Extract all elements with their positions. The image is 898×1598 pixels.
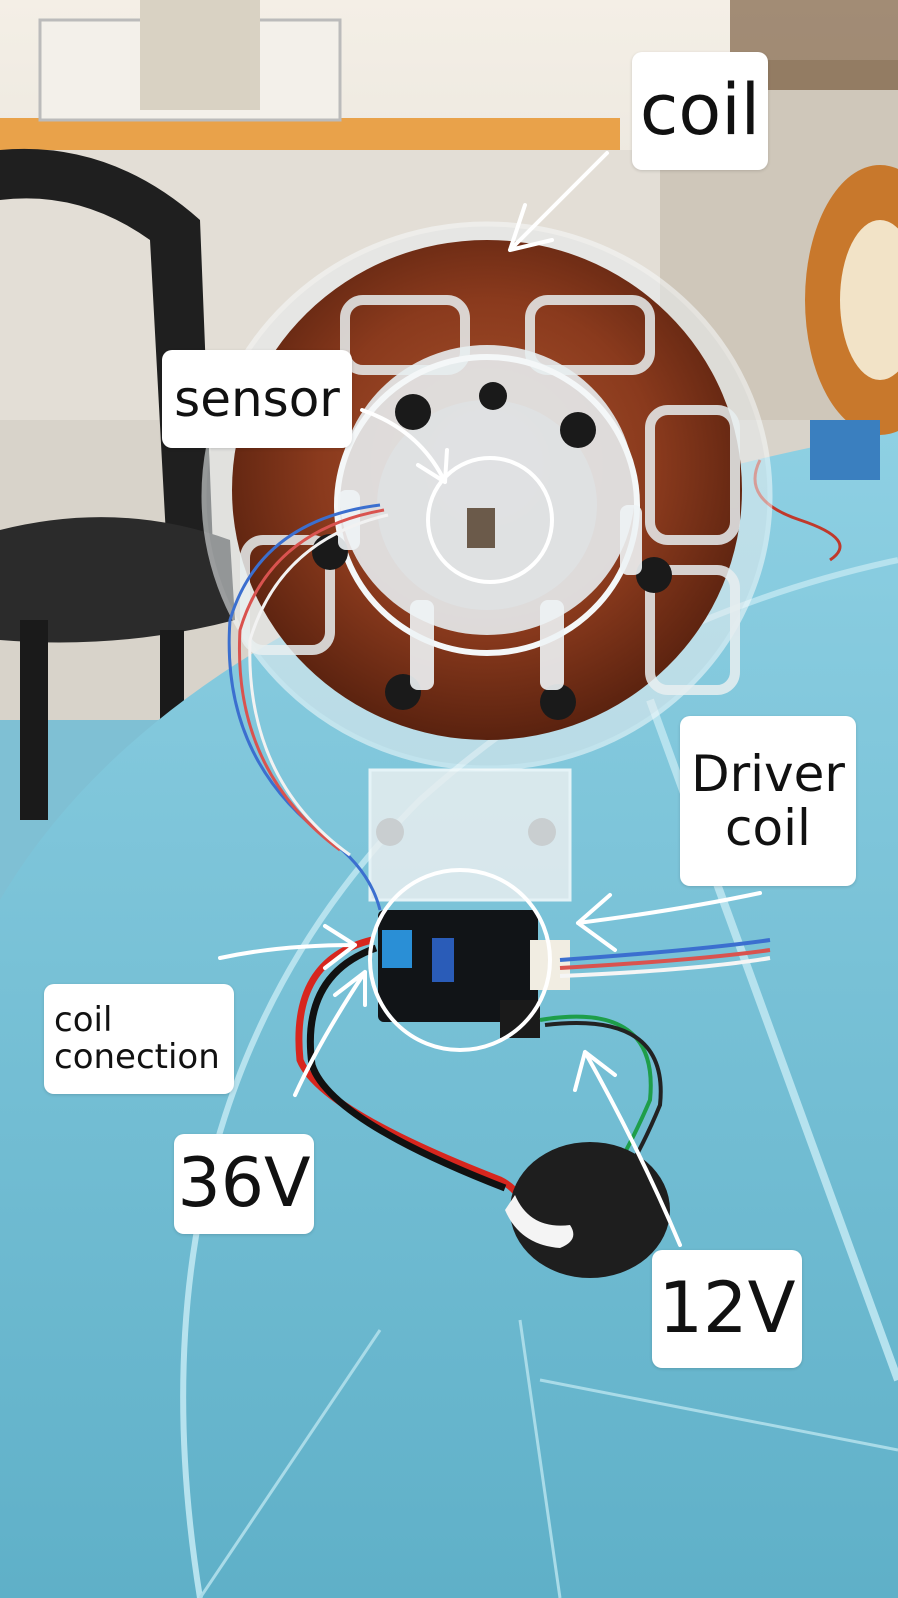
label-driver-coil: Driver coil [680, 716, 856, 886]
v36-arrow [293, 970, 367, 1097]
label-coil-text: coil [639, 69, 761, 152]
cable-base [510, 1142, 670, 1278]
label-coil-connection-text: coil conection [54, 1000, 220, 1077]
label-12v-text: 12V [658, 1267, 796, 1350]
coil-arrow [508, 151, 609, 252]
label-sensor: sensor [162, 350, 352, 448]
driver-circle [368, 868, 552, 1052]
v12-arrow [573, 1050, 682, 1247]
label-sensor-text: sensor [174, 370, 340, 428]
label-36v: 36V [174, 1134, 314, 1234]
chair [0, 148, 235, 820]
driver-arrow [576, 891, 762, 952]
label-12v: 12V [652, 1250, 802, 1368]
second-device [753, 165, 898, 562]
label-coil: coil [632, 52, 768, 170]
driver-board [378, 910, 538, 1022]
sensor-chip [467, 508, 495, 548]
label-driver-coil-text: Driver coil [691, 745, 845, 857]
annotations [218, 151, 762, 1247]
coil-device [201, 221, 773, 1278]
label-36v-text: 36V [177, 1144, 311, 1224]
label-coil-connection: coil conection [44, 984, 234, 1094]
sensor-circle [426, 456, 554, 584]
coil-connection-arrow [218, 924, 357, 970]
